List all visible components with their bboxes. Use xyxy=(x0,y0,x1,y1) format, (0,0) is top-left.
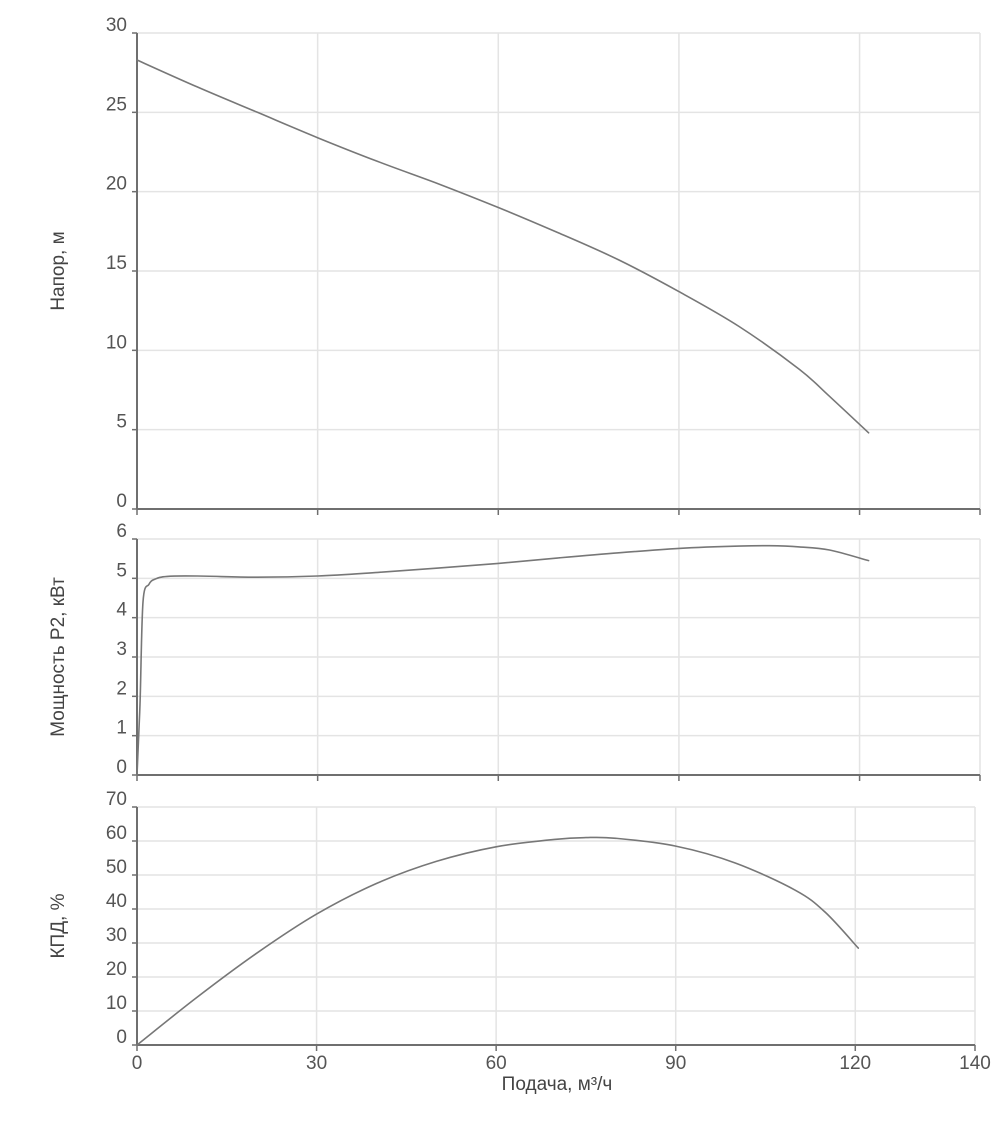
y-tick-label: 2 xyxy=(116,678,127,699)
y-tick-label: 15 xyxy=(106,253,127,274)
x-tick-label: 0 xyxy=(132,1053,143,1074)
efficiency-chart: 0 10 20 30 40 50 60 70 0 30 60 90 120 140 КПД, % Подача… xyxy=(48,789,991,1095)
y-tick-label: 0 xyxy=(116,491,127,512)
y-tick-label: 30 xyxy=(106,925,127,946)
head-chart: 0 5 10 15 20 25 30 Напор, м xyxy=(48,15,981,515)
y-axis-title: Напор, м xyxy=(48,231,69,310)
efficiency-curve xyxy=(136,836,860,1046)
y-tick-label: 5 xyxy=(116,412,127,433)
power-curve xyxy=(136,544,870,776)
x-tick-label: 30 xyxy=(306,1053,327,1074)
y-tick-label: 50 xyxy=(106,857,127,878)
y-tick-label: 4 xyxy=(116,600,127,621)
head-curve xyxy=(136,59,870,434)
y-axis-title: КПД, % xyxy=(48,893,69,958)
y-tick-label: 6 xyxy=(116,521,127,542)
y-tick-label: 3 xyxy=(116,639,127,660)
y-tick-label: 0 xyxy=(116,757,127,778)
y-tick-label: 10 xyxy=(106,332,127,353)
x-tick-label: 140 xyxy=(959,1053,991,1074)
power-chart: 0 1 2 3 4 5 6 Мощность P2, кВт xyxy=(48,521,981,781)
x-axis-title: Подача, м³/ч xyxy=(502,1074,613,1095)
y-tick-label: 70 xyxy=(106,789,127,810)
x-tick-label: 90 xyxy=(665,1053,686,1074)
y-tick-label: 10 xyxy=(106,993,127,1014)
x-tick-label: 120 xyxy=(839,1053,871,1074)
x-tick-label: 60 xyxy=(486,1053,507,1074)
y-tick-label: 60 xyxy=(106,823,127,844)
y-tick-label: 5 xyxy=(116,560,127,581)
y-tick-label: 30 xyxy=(106,15,127,36)
y-tick-label: 20 xyxy=(106,959,127,980)
y-tick-label: 1 xyxy=(116,718,127,739)
y-tick-label: 25 xyxy=(106,94,127,115)
y-tick-label: 40 xyxy=(106,891,127,912)
y-axis-title: Мощность P2, кВт xyxy=(48,577,69,737)
y-tick-label: 20 xyxy=(106,174,127,195)
y-tick-label: 0 xyxy=(116,1027,127,1048)
